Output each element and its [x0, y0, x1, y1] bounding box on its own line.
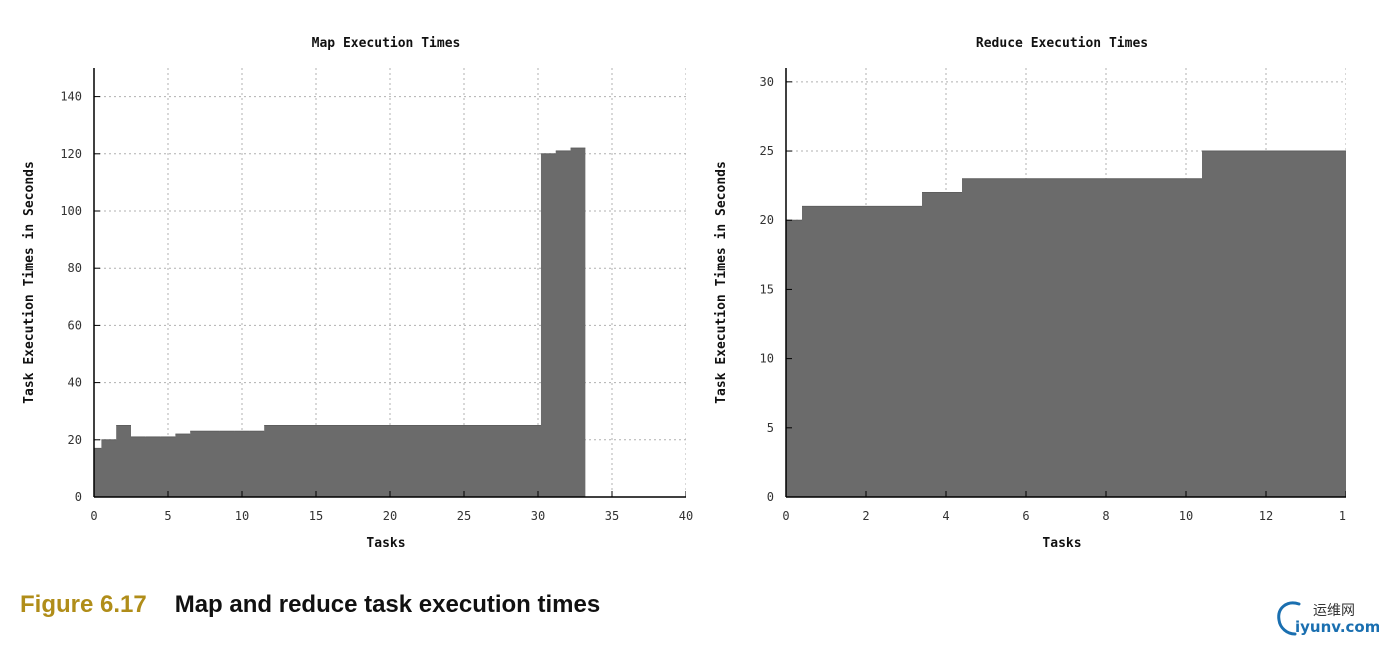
figure-caption: Figure 6.17 Map and reduce task executio… [20, 588, 600, 622]
chart-reduce: Reduce Execution Times 0 5 10 15 20 25 30 0 2 4 6 8 1… [714, 36, 1353, 551]
x-tick-label: 10 [1179, 509, 1193, 523]
y-tick-label: 10 [760, 352, 774, 366]
x-tick-group: 0 2 4 6 8 10 12 14 [782, 491, 1353, 523]
x-tick-group [93, 491, 686, 497]
chart-title: Reduce Execution Times [976, 36, 1148, 51]
y-tick-label: 100 [60, 204, 82, 218]
x-tick-label: 5 [164, 509, 171, 523]
watermark-swirl-icon [1277, 601, 1301, 636]
y-tick-label: 0 [75, 490, 82, 504]
y-tick-label: 0 [767, 490, 774, 504]
y-tick-label: 20 [760, 213, 774, 227]
x-tick-label: 30 [531, 509, 545, 523]
y-tick-label: 40 [68, 376, 82, 390]
watermark-logo: 运维网 iyunv.com [1273, 598, 1379, 640]
watermark-url-text: iyunv.com [1295, 618, 1379, 636]
x-tick-label: 12 [1259, 509, 1273, 523]
x-tick-label: 0 [90, 509, 97, 523]
x-tick-label: 10 [235, 509, 249, 523]
y-tick-label: 25 [760, 144, 774, 158]
x-tick-label: 35 [605, 509, 619, 523]
y-tick-label: 80 [68, 261, 82, 275]
x-tick-label: 0 [782, 509, 789, 523]
y-tick-label: 140 [60, 90, 82, 104]
x-axis-label: Tasks [366, 536, 405, 551]
watermark-cn-text: 运维网 [1313, 603, 1355, 619]
y-tick-label: 20 [68, 433, 82, 447]
data-area [94, 148, 686, 497]
x-tick-label: 8 [1102, 509, 1109, 523]
x-tick-label: 4 [942, 509, 949, 523]
data-area [786, 151, 1346, 497]
x-tick-label: 20 [383, 509, 397, 523]
chart-title: Map Execution Times [312, 36, 461, 51]
x-tick-label: 25 [457, 509, 471, 523]
y-tick-label: 30 [760, 75, 774, 89]
x-tick-label: 14 [1339, 509, 1353, 523]
y-tick-label: 5 [767, 421, 774, 435]
y-tick-label: 60 [68, 318, 82, 332]
y-axis-label: Task Execution Times in Seconds [22, 161, 37, 404]
chart-map: Map Execution Times 0 20 40 60 80 100 120 140 0 5 1… [22, 36, 693, 551]
x-grid-group [865, 68, 1346, 497]
x-tick-label: 6 [1022, 509, 1029, 523]
x-axis-label: Tasks [1042, 536, 1081, 551]
x-tick-label: 15 [309, 509, 323, 523]
x-grid-group [167, 68, 686, 497]
y-axis-label: Task Execution Times in Seconds [714, 161, 729, 404]
x-tick-label: 2 [862, 509, 869, 523]
y-tick-label: 15 [760, 282, 774, 296]
y-tick-label: 120 [60, 147, 82, 161]
figure-caption-text: Map and reduce task execution times [174, 591, 601, 618]
x-tick-label: 40 [679, 509, 693, 523]
figure-number: Figure 6.17 [20, 591, 147, 618]
